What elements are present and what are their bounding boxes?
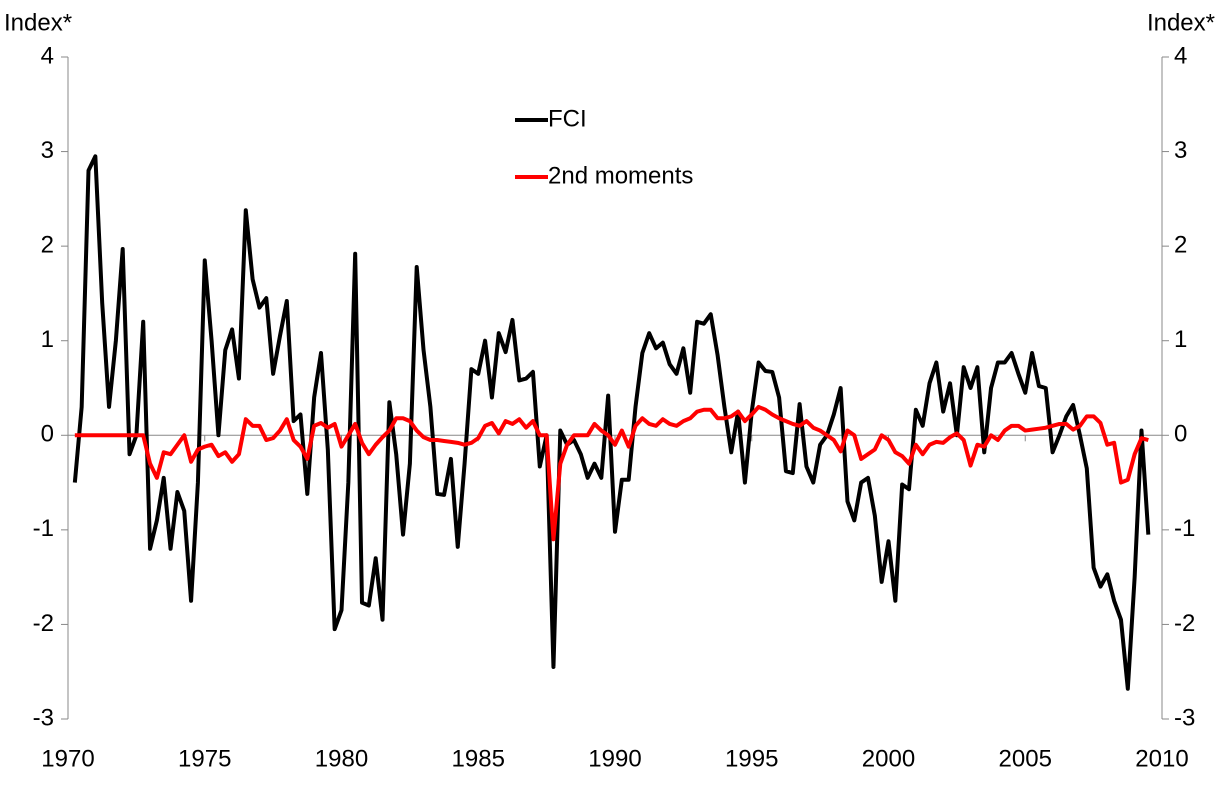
y2-tick-label: -3 (1174, 704, 1195, 731)
legend-label: 2nd moments (548, 162, 693, 189)
y-tick-label: -2 (33, 610, 54, 637)
series-line (74, 404, 1149, 542)
y-tick-label: 2 (41, 231, 54, 258)
x-tick-label: 2005 (999, 745, 1052, 772)
y2-axis-label: Index* (1147, 9, 1215, 36)
y2-tick-label: -2 (1174, 610, 1195, 637)
y2-tick-label: 3 (1174, 137, 1187, 164)
y2-tick-label: 2 (1174, 231, 1187, 258)
y-tick-label: 3 (41, 137, 54, 164)
y2-tick-label: 4 (1174, 42, 1187, 69)
x-tick-label: 1975 (178, 745, 231, 772)
x-tick-label: 1970 (41, 745, 94, 772)
x-tick-label: 1995 (725, 745, 778, 772)
y2-tick-label: -1 (1174, 515, 1195, 542)
x-tick-label: 1980 (315, 745, 368, 772)
y2-tick-label: 1 (1174, 326, 1187, 353)
x-tick-label: 1985 (452, 745, 505, 772)
y-tick-label: -1 (33, 515, 54, 542)
x-tick-label: 2010 (1135, 745, 1188, 772)
y-tick-label: -3 (33, 704, 54, 731)
legend-label: FCI (548, 105, 587, 132)
y-tick-label: 0 (41, 421, 54, 448)
y-axis-label: Index* (4, 9, 72, 36)
y2-tick-label: 0 (1174, 421, 1187, 448)
y-tick-label: 4 (41, 42, 54, 69)
y-tick-label: 1 (41, 326, 54, 353)
x-tick-label: 1990 (588, 745, 641, 772)
series-line (72, 154, 1151, 691)
x-tick-label: 2000 (862, 745, 915, 772)
